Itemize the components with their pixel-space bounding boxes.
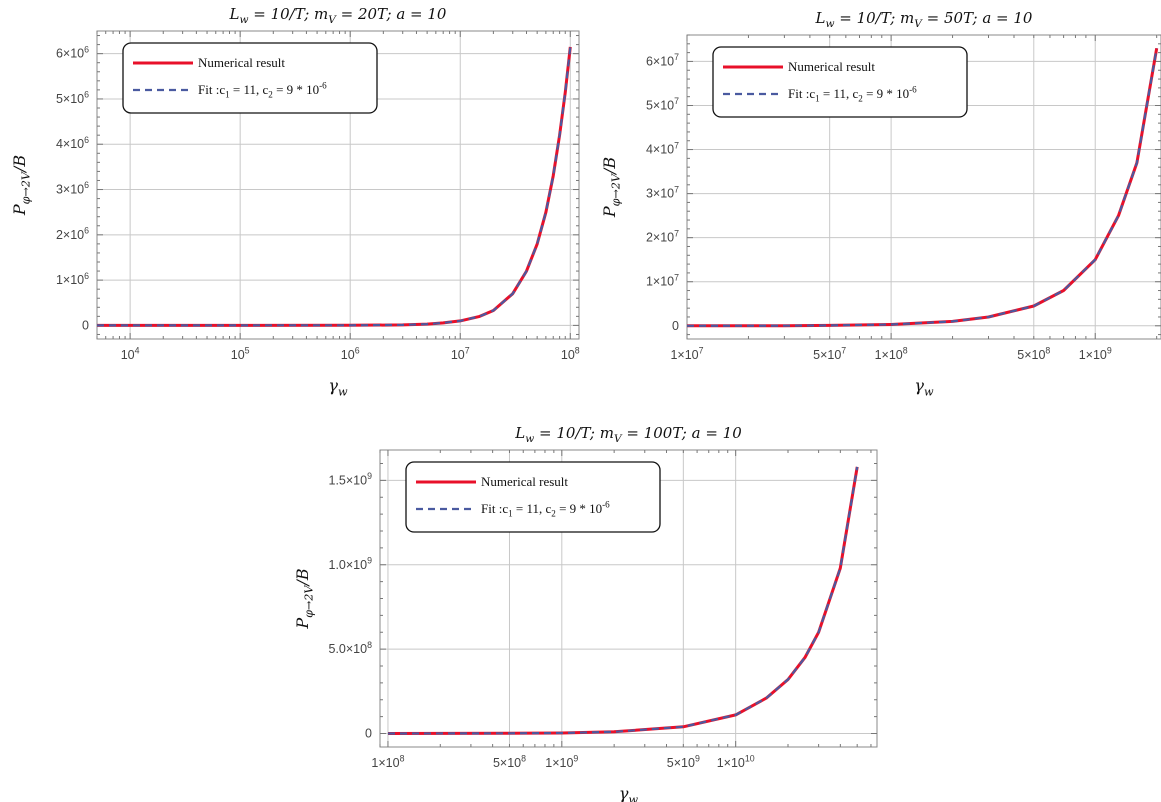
x-tick-label: 1×109 — [1079, 346, 1112, 362]
y-tick-label: 1×107 — [646, 272, 679, 288]
legend-entry: Fit :c1 = 11, c2 = 9 * 10-6 — [198, 81, 327, 100]
y-tick-label: 5×107 — [646, 96, 679, 112]
y-tick-label: 1.5×109 — [329, 471, 373, 487]
x-tick-label: 105 — [231, 346, 250, 362]
y-tick-label: 0 — [672, 319, 679, 333]
y-tick-label: 2×107 — [646, 228, 679, 244]
x-axis-label: γw — [914, 376, 934, 399]
legend: Numerical result Fit :c1 = 11, c2 = 9 * 1… — [712, 46, 968, 118]
chart-panel-3: Lw = 10/T; mV = 100T; a = 10 1×108 5×108 1×… — [293, 424, 878, 802]
legend-box — [712, 46, 968, 118]
x-axis-label: γw — [619, 784, 639, 802]
plot-frame — [686, 34, 1161, 340]
x-tick-label: 5×108 — [1017, 346, 1050, 362]
chart-panel-1: Lw = 10/T; mV = 20T; a = 10 104 105 106 107 1… — [10, 5, 580, 399]
legend-box — [405, 461, 661, 533]
y-tick-label: 4×107 — [646, 140, 679, 156]
y-tick-label: 3×106 — [56, 180, 89, 196]
y-tick-label: 4×106 — [56, 135, 89, 151]
y-tick-label: 0 — [82, 318, 89, 332]
y-tick-label: 5.0×108 — [329, 640, 373, 656]
y-axis-label: Pφ→2V/B — [293, 568, 316, 630]
y-tick-label: 6×107 — [646, 52, 679, 68]
legend-entry: Numerical result — [481, 474, 568, 489]
y-tick-label: 5×106 — [56, 90, 89, 106]
x-axis-label: γw — [328, 376, 348, 399]
y-tick-label: 1×106 — [56, 271, 89, 287]
x-tick-label: 5×108 — [493, 754, 526, 770]
x-tick-label: 5×107 — [813, 346, 846, 362]
legend: Numerical result Fit :c1 = 11, c2 = 9 * 1… — [122, 42, 378, 114]
y-tick-label: 1.0×109 — [329, 555, 373, 571]
x-tick-label: 1×108 — [875, 346, 908, 362]
legend-entry: Numerical result — [198, 55, 285, 70]
x-tick-label: 1×1010 — [717, 754, 755, 770]
fit-series-line — [687, 48, 1158, 327]
legend-entry: Fit :c1 = 11, c2 = 9 * 10-6 — [481, 500, 610, 519]
minor-ticks — [96, 31, 579, 339]
x-tick-label: 1×108 — [371, 754, 404, 770]
y-tick-label: 0 — [365, 727, 372, 741]
y-tick-label: 3×107 — [646, 184, 679, 200]
legend-entry: Numerical result — [788, 59, 875, 74]
chart-title: Lw = 10/T; mV = 100T; a = 10 — [514, 424, 742, 445]
minor-ticks — [379, 450, 877, 747]
y-tick-label: 2×106 — [56, 226, 89, 242]
fit-series-line — [387, 466, 859, 735]
legend: Numerical result Fit :c1 = 11, c2 = 9 * 1… — [405, 461, 661, 533]
y-axis-label: Pφ→2V/B — [10, 155, 33, 217]
legend-entry: Fit :c1 = 11, c2 = 9 * 10-6 — [788, 85, 917, 104]
x-tick-label: 106 — [341, 346, 360, 362]
chart-title: Lw = 10/T; mV = 50T; a = 10 — [815, 9, 1033, 30]
x-tick-label: 1×107 — [670, 346, 703, 362]
y-axis-label: Pφ→2V/B — [600, 157, 623, 219]
fit-series-line — [97, 46, 572, 327]
y-tick-label: 6×106 — [56, 44, 89, 60]
x-tick-label: 5×109 — [667, 754, 700, 770]
legend-box — [122, 42, 378, 114]
chart-panel-2: Lw = 10/T; mV = 50T; a = 10 1×107 5×107 1×1… — [600, 9, 1161, 399]
x-tick-label: 107 — [451, 346, 470, 362]
x-tick-label: 104 — [121, 346, 140, 362]
chart-title: Lw = 10/T; mV = 20T; a = 10 — [229, 5, 447, 26]
plot-frame — [96, 30, 580, 340]
x-tick-label: 108 — [561, 346, 580, 362]
x-tick-label: 1×109 — [545, 754, 578, 770]
